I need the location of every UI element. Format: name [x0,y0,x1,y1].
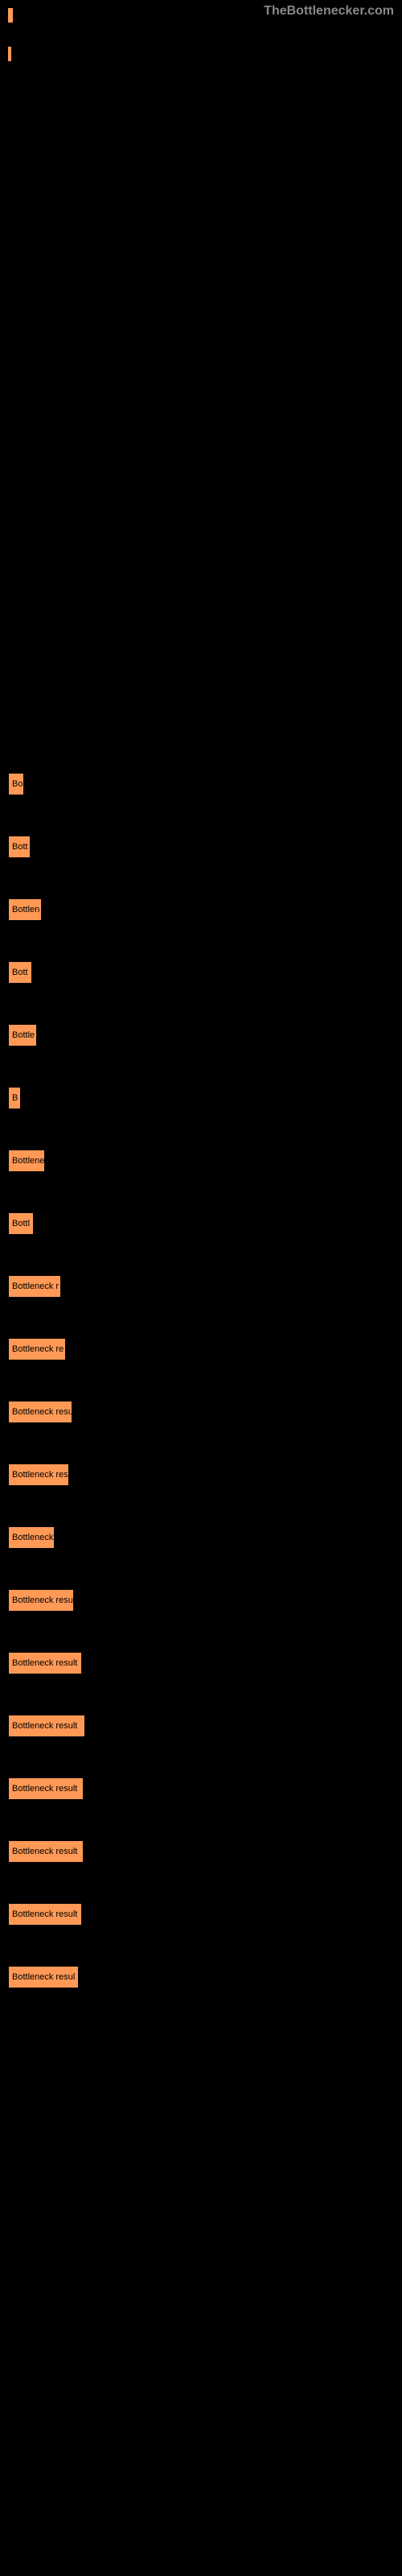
chart-bar: Bottleneck result [8,1840,84,1863]
chart-bar: Bottleneck r [8,1275,61,1298]
chart-row: Bottlen [8,898,394,921]
chart-bar: Bottl [8,1212,34,1235]
chart-row: Bottleneck [8,1526,394,1549]
chart-row: Bottleneck resul [8,1966,394,1988]
chart-row: Bottl [8,1212,394,1235]
chart-row: Bottleneck result [8,1715,394,1737]
chart-row: Bottleneck resu [8,1589,394,1612]
top-bar-1 [8,8,13,23]
chart-bar: Bottlene [8,1150,45,1172]
chart-bar: Bottleneck resu [8,1401,72,1423]
chart-row: B [8,1087,394,1109]
chart-bar: Bott [8,961,32,984]
chart-bar: Bott [8,836,31,858]
watermark: TheBottlenecker.com [264,4,394,19]
chart-bar: Bottleneck resul [8,1966,79,1988]
chart-bar: Bo [8,773,24,795]
chart-row: Bottleneck result [8,1777,394,1800]
chart-bar: Bottlen [8,898,42,921]
chart-bar: Bottle [8,1024,37,1046]
chart-row: Bottleneck result [8,1840,394,1863]
chart-row: Bottleneck r [8,1275,394,1298]
chart-bar: Bottleneck result [8,1777,84,1800]
chart-bar: Bottleneck re [8,1338,66,1360]
chart-bar: Bottleneck result [8,1652,82,1674]
chart-bar: B [8,1087,21,1109]
chart-row: Bottleneck resu [8,1401,394,1423]
chart-row: Bottlene [8,1150,394,1172]
chart-area: Bo Bott Bottlen Bott Bottle B Bottlene Bottl Bot… [0,765,402,2037]
chart-row: Bott [8,961,394,984]
chart-row: Bott [8,836,394,858]
chart-row: Bottleneck re [8,1338,394,1360]
chart-row: Bottleneck result [8,1903,394,1926]
chart-row: Bottle [8,1024,394,1046]
top-bar-2 [8,47,11,61]
chart-bar: Bottleneck [8,1526,55,1549]
chart-bar: Bottleneck result [8,1903,82,1926]
chart-row: Bo [8,773,394,795]
chart-bar: Bottleneck result [8,1715,85,1737]
chart-row: Bottleneck res [8,1463,394,1486]
chart-row: Bottleneck result [8,1652,394,1674]
chart-bar: Bottleneck res [8,1463,69,1486]
chart-bar: Bottleneck resu [8,1589,74,1612]
